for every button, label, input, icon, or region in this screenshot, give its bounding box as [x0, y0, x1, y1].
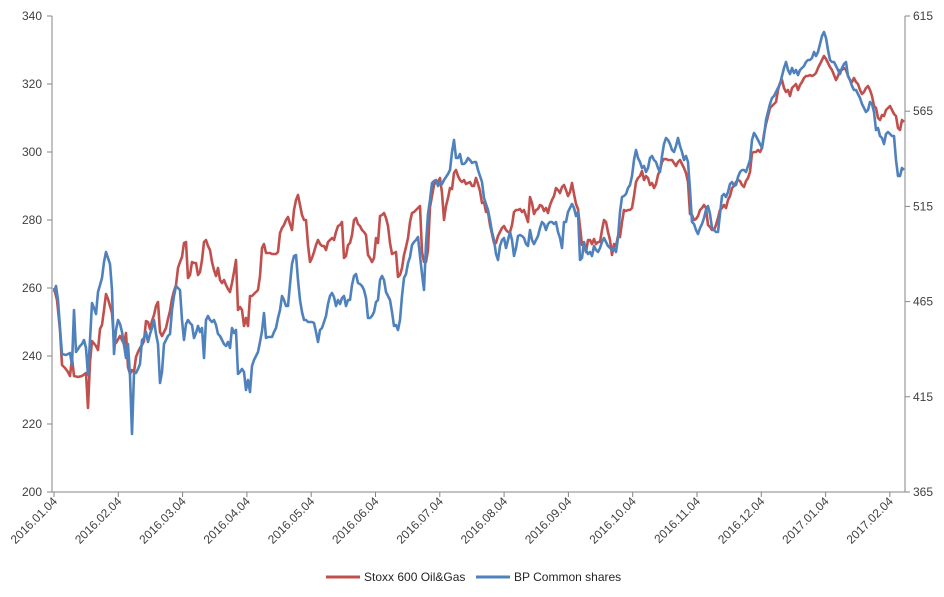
left-y-tick-label: 300: [22, 145, 42, 159]
right-y-tick-label: 515: [913, 199, 933, 213]
right-y-tick-label: 365: [913, 485, 933, 499]
x-tick-label: 2016.11.04: [651, 494, 703, 546]
x-tick-label: 2016.07.04: [394, 494, 447, 547]
right-y-ticks: 365 415 465 515 565 615: [905, 9, 933, 499]
left-y-ticks: 200 220 240 260 280 300 320 340: [22, 9, 52, 499]
x-tick-label: 2016.10.04: [586, 494, 639, 547]
x-tick-label: 2016.06.04: [329, 494, 382, 547]
left-y-tick-label: 340: [22, 9, 42, 23]
left-y-tick-label: 260: [22, 281, 42, 295]
x-tick-label: 2017.01.04: [779, 494, 832, 547]
right-y-tick-label: 615: [913, 9, 933, 23]
x-tick-label: 2016.03.04: [136, 494, 189, 547]
right-y-tick-label: 465: [913, 295, 933, 309]
right-y-tick-label: 415: [913, 390, 933, 404]
right-y-tick-label: 565: [913, 104, 933, 118]
x-tick-label: 2016.12.04: [715, 494, 768, 547]
left-y-tick-label: 280: [22, 213, 42, 227]
x-tick-label: 2016.05.04: [265, 494, 318, 547]
x-tick-label: 2016.01.04: [8, 494, 61, 547]
left-y-tick-label: 240: [22, 349, 42, 363]
x-tick-label: 2016.04.04: [201, 494, 254, 547]
x-tick-label: 2017.02.04: [844, 494, 897, 547]
x-tick-label: 2016.09.04: [522, 494, 575, 547]
x-tick-label: 2016.02.04: [72, 494, 125, 547]
left-y-tick-label: 200: [22, 485, 42, 499]
legend-label-stoxx: Stoxx 600 Oil&Gas: [364, 570, 465, 584]
series-line-stoxx-600-oil-gas: [52, 54, 905, 410]
series-line-bp-common-shares: [52, 30, 905, 436]
x-ticks: 2016.01.04 2016.02.04 2016.03.04 2016.04.04…: [8, 492, 896, 547]
legend-label-bp: BP Common shares: [514, 570, 621, 584]
x-tick-label: 2016.08.04: [458, 494, 511, 547]
legend: Stoxx 600 Oil&Gas BP Common shares: [326, 570, 621, 584]
left-y-tick-label: 220: [22, 417, 42, 431]
left-y-tick-label: 320: [22, 77, 42, 91]
